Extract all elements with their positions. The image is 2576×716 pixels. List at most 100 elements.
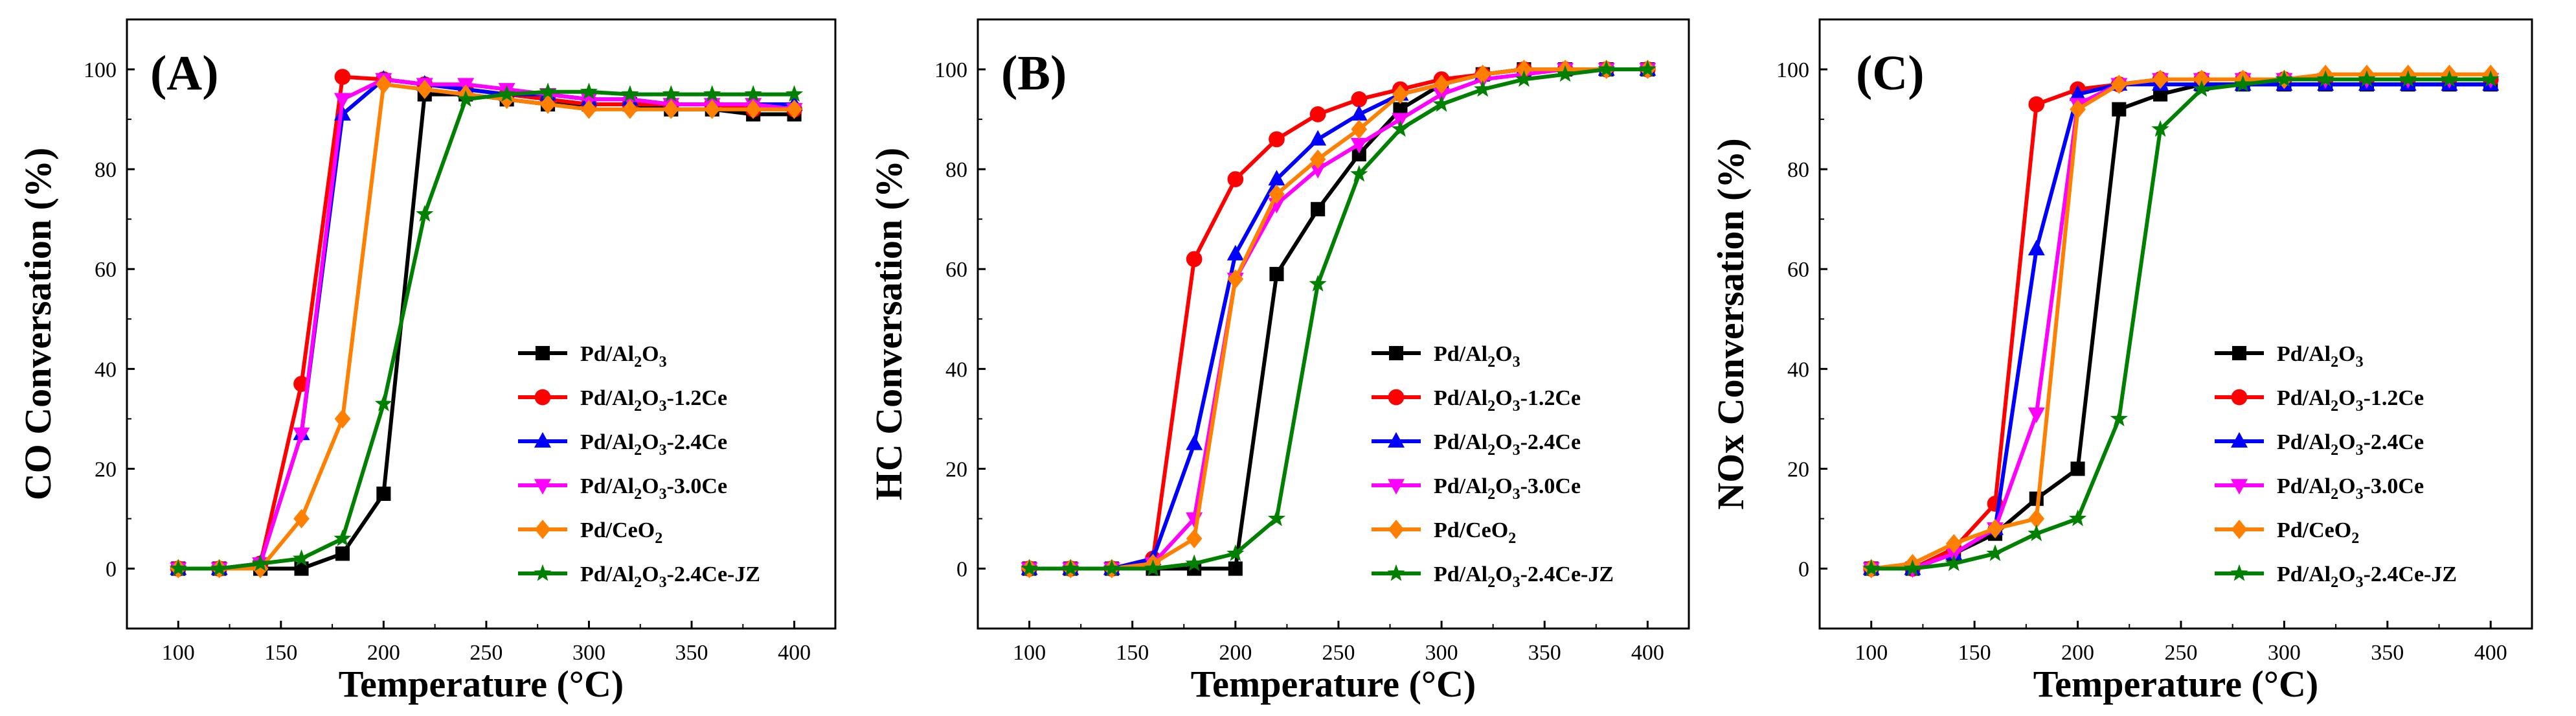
series-line bbox=[178, 89, 795, 571]
x-tick-label: 250 bbox=[1322, 641, 1355, 665]
data-point bbox=[1228, 561, 1243, 576]
data-point bbox=[1144, 559, 1162, 577]
legend-marker bbox=[2231, 389, 2248, 406]
data-point bbox=[1474, 80, 1492, 97]
series-line bbox=[1029, 67, 1648, 571]
legend-marker bbox=[534, 389, 551, 406]
legend-item: Pd/Al2O3-2.4Ce bbox=[518, 430, 727, 459]
chart-panel-c: 100 150 200 250 300 350 400 0 20 40 60 80 100 Tempera… bbox=[1710, 18, 2533, 705]
data-point bbox=[2028, 524, 2046, 542]
x-axis-title: Temperature (°C) bbox=[1191, 663, 1476, 705]
x-tick-label: 300 bbox=[572, 641, 605, 665]
legend-label: Pd/CeO2 bbox=[2277, 518, 2359, 547]
x-tick-label: 400 bbox=[778, 641, 811, 665]
data-point bbox=[1227, 171, 1244, 187]
legend-marker bbox=[2230, 564, 2248, 581]
series-line bbox=[1871, 72, 2491, 571]
legend-item: Pd/CeO2 bbox=[2215, 518, 2359, 547]
data-point bbox=[1350, 137, 1368, 154]
y-tick-label: 100 bbox=[1776, 58, 1809, 82]
legend-marker bbox=[534, 479, 551, 495]
y-tick-label: 0 bbox=[106, 558, 117, 582]
data-point bbox=[1311, 202, 1326, 216]
y-tick-label: 100 bbox=[84, 58, 117, 82]
x-tick-label: 150 bbox=[1958, 641, 1991, 665]
data-point bbox=[2151, 120, 2169, 137]
x-tick-label: 300 bbox=[2268, 641, 2301, 665]
data-point bbox=[2112, 102, 2127, 117]
legend-label: Pd/Al2O3-2.4Ce-JZ bbox=[580, 562, 760, 591]
data-point bbox=[1474, 64, 1491, 84]
x-tick-label: 150 bbox=[1116, 641, 1149, 665]
x-tick-label: 350 bbox=[675, 641, 708, 665]
data-point bbox=[499, 89, 515, 110]
series-1 bbox=[171, 87, 802, 576]
x-tick-label: 100 bbox=[1013, 641, 1046, 665]
x-tick-label: 200 bbox=[367, 641, 400, 665]
legend-marker bbox=[534, 432, 551, 448]
series-6 bbox=[169, 82, 804, 577]
data-point bbox=[1309, 130, 1327, 146]
data-point bbox=[1267, 509, 1286, 527]
data-point bbox=[2028, 240, 2045, 256]
data-point bbox=[2399, 70, 2417, 87]
series-line bbox=[1871, 77, 2491, 571]
legend: Pd/Al2O3 Pd/Al2O3-1.2Ce Pd/Al2O3-2.4Ce Pd/A… bbox=[1372, 342, 1614, 591]
legend-item: Pd/Al2O3-2.4Ce bbox=[1372, 430, 1581, 459]
legend-label: Pd/Al2O3-2.4Ce bbox=[1434, 430, 1581, 459]
data-point bbox=[1432, 95, 1451, 112]
x-tick-label: 250 bbox=[469, 641, 503, 665]
panel-label: (B) bbox=[1001, 46, 1067, 100]
data-point bbox=[2481, 70, 2500, 87]
data-point bbox=[1186, 529, 1203, 549]
legend-marker bbox=[2231, 520, 2248, 539]
x-tick-label: 350 bbox=[2371, 641, 2404, 665]
series-2 bbox=[1021, 61, 1656, 577]
data-point bbox=[376, 75, 392, 95]
series-line bbox=[1029, 67, 1648, 571]
data-point bbox=[2153, 87, 2168, 102]
legend-label: Pd/CeO2 bbox=[1434, 518, 1516, 547]
legend-label: Pd/Al2O3 bbox=[1434, 342, 1520, 371]
series-3 bbox=[1862, 75, 2500, 575]
data-point bbox=[1309, 149, 1326, 169]
series-3 bbox=[170, 70, 803, 575]
data-point bbox=[744, 85, 762, 102]
data-point bbox=[1269, 184, 1285, 204]
data-point bbox=[1945, 534, 1962, 553]
x-tick-label: 400 bbox=[1631, 641, 1664, 665]
legend-item: Pd/Al2O3-3.0Ce bbox=[1372, 474, 1581, 503]
data-point bbox=[1945, 554, 1963, 572]
legend-marker bbox=[534, 564, 552, 581]
data-point bbox=[1433, 75, 1450, 95]
legend-marker bbox=[1388, 432, 1405, 448]
data-point bbox=[169, 559, 187, 577]
y-tick-label: 80 bbox=[1787, 158, 1809, 182]
data-point bbox=[2028, 407, 2045, 423]
data-point bbox=[293, 509, 310, 529]
data-point bbox=[2193, 69, 2210, 89]
legend-marker bbox=[2231, 345, 2247, 361]
data-point bbox=[2193, 80, 2211, 97]
data-point bbox=[1638, 60, 1656, 77]
data-point bbox=[2070, 461, 2085, 476]
data-point bbox=[416, 205, 434, 222]
legend-item: Pd/Al2O3-1.2Ce bbox=[1372, 386, 1581, 415]
data-point bbox=[1226, 544, 1245, 561]
data-point bbox=[252, 559, 269, 579]
legend-item: Pd/CeO2 bbox=[518, 518, 662, 547]
data-point bbox=[2110, 410, 2128, 426]
legend-label: Pd/Al2O3 bbox=[2277, 342, 2364, 371]
y-tick-label: 40 bbox=[945, 358, 967, 382]
series-2 bbox=[170, 69, 802, 577]
data-point bbox=[1986, 544, 2004, 561]
legend-marker bbox=[1388, 345, 1404, 361]
data-point bbox=[580, 82, 598, 100]
legend-item: Pd/Al2O3 bbox=[518, 342, 667, 371]
x-tick-label: 100 bbox=[1855, 641, 1888, 665]
data-point bbox=[621, 85, 639, 102]
data-point bbox=[416, 79, 433, 99]
x-tick-label: 300 bbox=[1425, 641, 1458, 665]
plot-frame bbox=[1818, 18, 2533, 630]
